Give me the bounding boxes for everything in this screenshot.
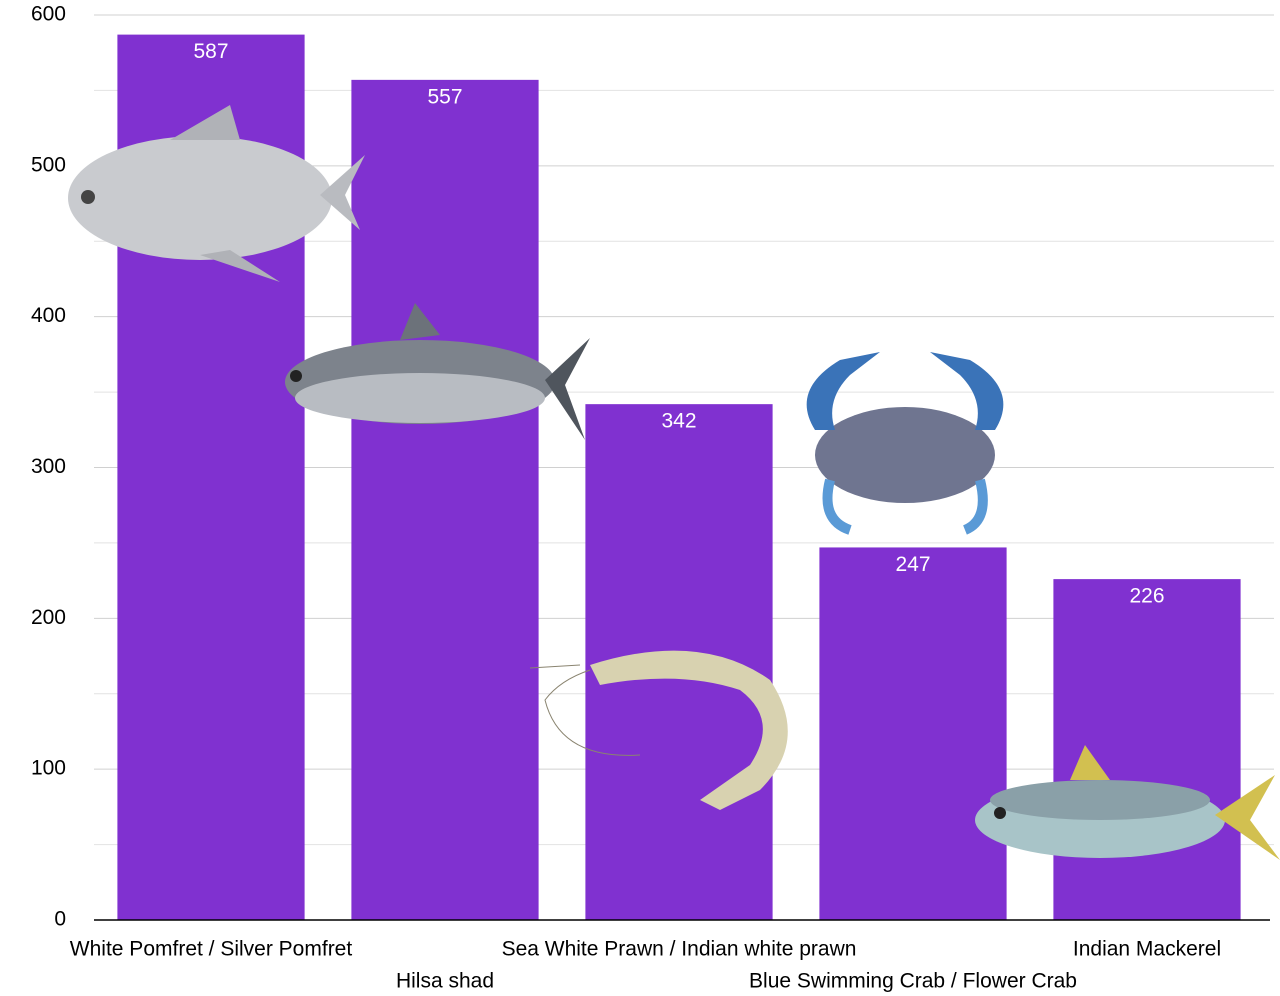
value-label: 226 [1129,585,1164,608]
bar [819,547,1007,920]
y-tick-label: 400 [31,304,66,327]
x-tick-label: White Pomfret / Silver Pomfret [70,938,353,961]
y-tick-label: 600 [31,3,66,26]
value-label: 557 [427,85,462,108]
bar [351,79,539,920]
y-tick-label: 300 [31,455,66,478]
x-tick-label: Blue Swimming Crab / Flower Crab [749,970,1077,993]
x-tick-label: Sea White Prawn / Indian white prawn [502,938,857,961]
x-tick-label: Hilsa shad [396,970,494,993]
y-tick-label: 200 [31,606,66,629]
crab-illustration [806,352,1004,535]
illustrations [68,105,1280,860]
hilsa-illustration [285,303,590,440]
prawn-illustration [529,650,788,810]
mackerel-illustration [975,745,1280,860]
value-label: 587 [193,40,228,63]
value-label: 247 [895,553,930,576]
y-tick-label: 500 [31,153,66,176]
pomfret-illustration [68,105,365,282]
y-tick-label: 100 [31,757,66,780]
value-label: 342 [661,410,696,433]
bar [1053,579,1241,920]
x-tick-label: Indian Mackerel [1073,938,1221,961]
y-tick-label: 0 [54,908,66,931]
